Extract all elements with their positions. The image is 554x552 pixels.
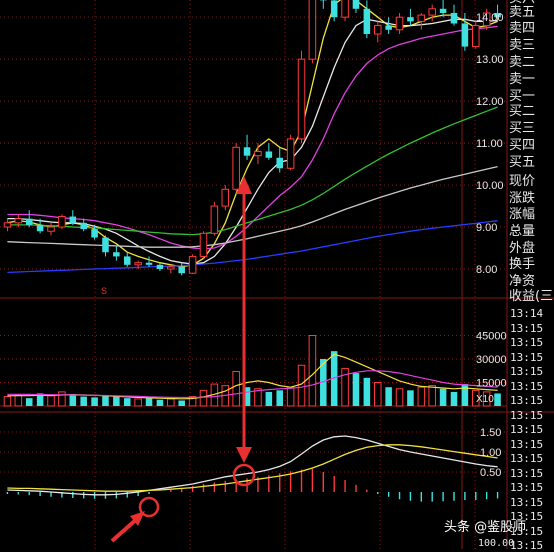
volume-bar [276, 390, 283, 406]
candle [211, 202, 218, 236]
signal-marker: S [101, 286, 107, 296]
volume-bar [135, 399, 142, 406]
price-tick-label: 12.00 [476, 96, 504, 108]
volume-bar [200, 390, 207, 406]
quote-row: 现价 [509, 175, 535, 189]
time-row: 13:15 [510, 497, 543, 509]
price-tick-label: 10.00 [476, 180, 504, 192]
time-row: 13:15 [510, 323, 543, 335]
candle [309, 0, 316, 63]
time-row: 13:15 [510, 424, 543, 436]
volume-tick-label: 15000 [476, 378, 507, 390]
volume-bar [298, 365, 305, 406]
volume-bar [494, 393, 501, 406]
volume-bar [102, 395, 109, 406]
quote-row: 卖一 [509, 73, 535, 87]
volume-bar [353, 373, 360, 406]
candle [298, 51, 305, 143]
macd-tick-label: 1.00 [480, 447, 501, 459]
quote-row: 换手 [509, 258, 535, 272]
quote-row: 总量 [509, 225, 535, 239]
volume-bar [309, 336, 316, 407]
volume-bar [462, 384, 469, 406]
watermark: 头条 @鉴股师 [440, 516, 530, 540]
candle [59, 214, 66, 229]
quote-row: 买五 [509, 156, 535, 170]
quote-panel: 卖六卖五卖四卖三卖二卖一买一买二买三买四买五现价涨跌涨幅总量外盘换手净资收益(三… [507, 0, 554, 300]
volume-bar [4, 397, 11, 406]
volume-bar [91, 397, 98, 406]
volume-bar [48, 396, 55, 406]
candle [200, 231, 207, 258]
time-row: 13:15 [510, 540, 543, 552]
volume-bar [124, 398, 131, 406]
price-tick-label: 9.00 [476, 222, 497, 234]
quote-row: 买一 [509, 90, 535, 104]
time-row: 13:15 [510, 410, 543, 422]
volume-bar [113, 396, 120, 406]
candle [473, 21, 480, 48]
quote-row: 买三 [509, 122, 535, 136]
candle [189, 254, 196, 274]
volume-unit-label: X10 [476, 394, 494, 405]
quote-row: 外盘 [509, 242, 535, 256]
quote-row: 卖二 [509, 56, 535, 70]
volume-bar [374, 383, 381, 407]
macd-tick-label: 0.50 [480, 467, 501, 479]
volume-bar [418, 387, 425, 406]
time-row: 13:15 [510, 468, 543, 480]
quote-row: 卖三 [509, 39, 535, 53]
volume-bar [146, 398, 153, 406]
volume-bar [287, 387, 294, 406]
price-tick-label: 13.00 [476, 54, 504, 66]
quote-row: 涨幅 [509, 208, 535, 222]
candle [222, 185, 229, 210]
volume-tick-label: 45000 [476, 331, 507, 343]
time-row: 13:15 [510, 366, 543, 378]
volume-bar [364, 378, 371, 406]
time-row: 13:15 [510, 439, 543, 451]
quote-row: 买二 [509, 105, 535, 119]
price-tick-label: 14.00 [476, 12, 504, 24]
volume-bar [233, 372, 240, 406]
candle [287, 135, 294, 171]
time-row: 13:15 [510, 337, 543, 349]
quote-row: 净资 [509, 275, 535, 289]
volume-bar [59, 392, 66, 406]
volume-bar [178, 401, 185, 406]
volume-bar [26, 398, 33, 406]
volume-bar [451, 392, 458, 406]
volume-bar [407, 390, 414, 406]
volume-bar [70, 394, 77, 406]
volume-bar [396, 389, 403, 406]
quote-row: 涨跌 [509, 192, 535, 206]
time-row: 13:15 [510, 381, 543, 393]
candle [233, 143, 240, 191]
price-tick-label: 11.00 [476, 138, 503, 150]
quote-row: 卖四 [509, 22, 535, 36]
volume-bar [266, 392, 273, 406]
time-row: 13:15 [510, 352, 543, 364]
volume-tick-label: 30000 [476, 354, 507, 366]
time-row: 13:14 [510, 308, 543, 320]
time-column: 13:14 13:15 13:15 13:15 13:15 13:15 13:15 13:15… [507, 300, 554, 549]
volume-bar [440, 389, 447, 406]
volume-bar [157, 400, 164, 406]
volume-bar [385, 387, 392, 406]
macd-tick-label: 1.50 [480, 427, 501, 439]
quote-row: 卖五 [509, 6, 535, 20]
volume-bar [15, 395, 22, 406]
quote-row: 买四 [509, 139, 535, 153]
time-row: 13:15 [510, 453, 543, 465]
volume-bar [80, 397, 87, 406]
volume-bar [168, 399, 175, 406]
time-row: 13:15 [510, 482, 543, 494]
time-row: 13:15 [510, 395, 543, 407]
volume-bar [429, 386, 436, 406]
price-tick-label: 8.00 [476, 264, 497, 276]
